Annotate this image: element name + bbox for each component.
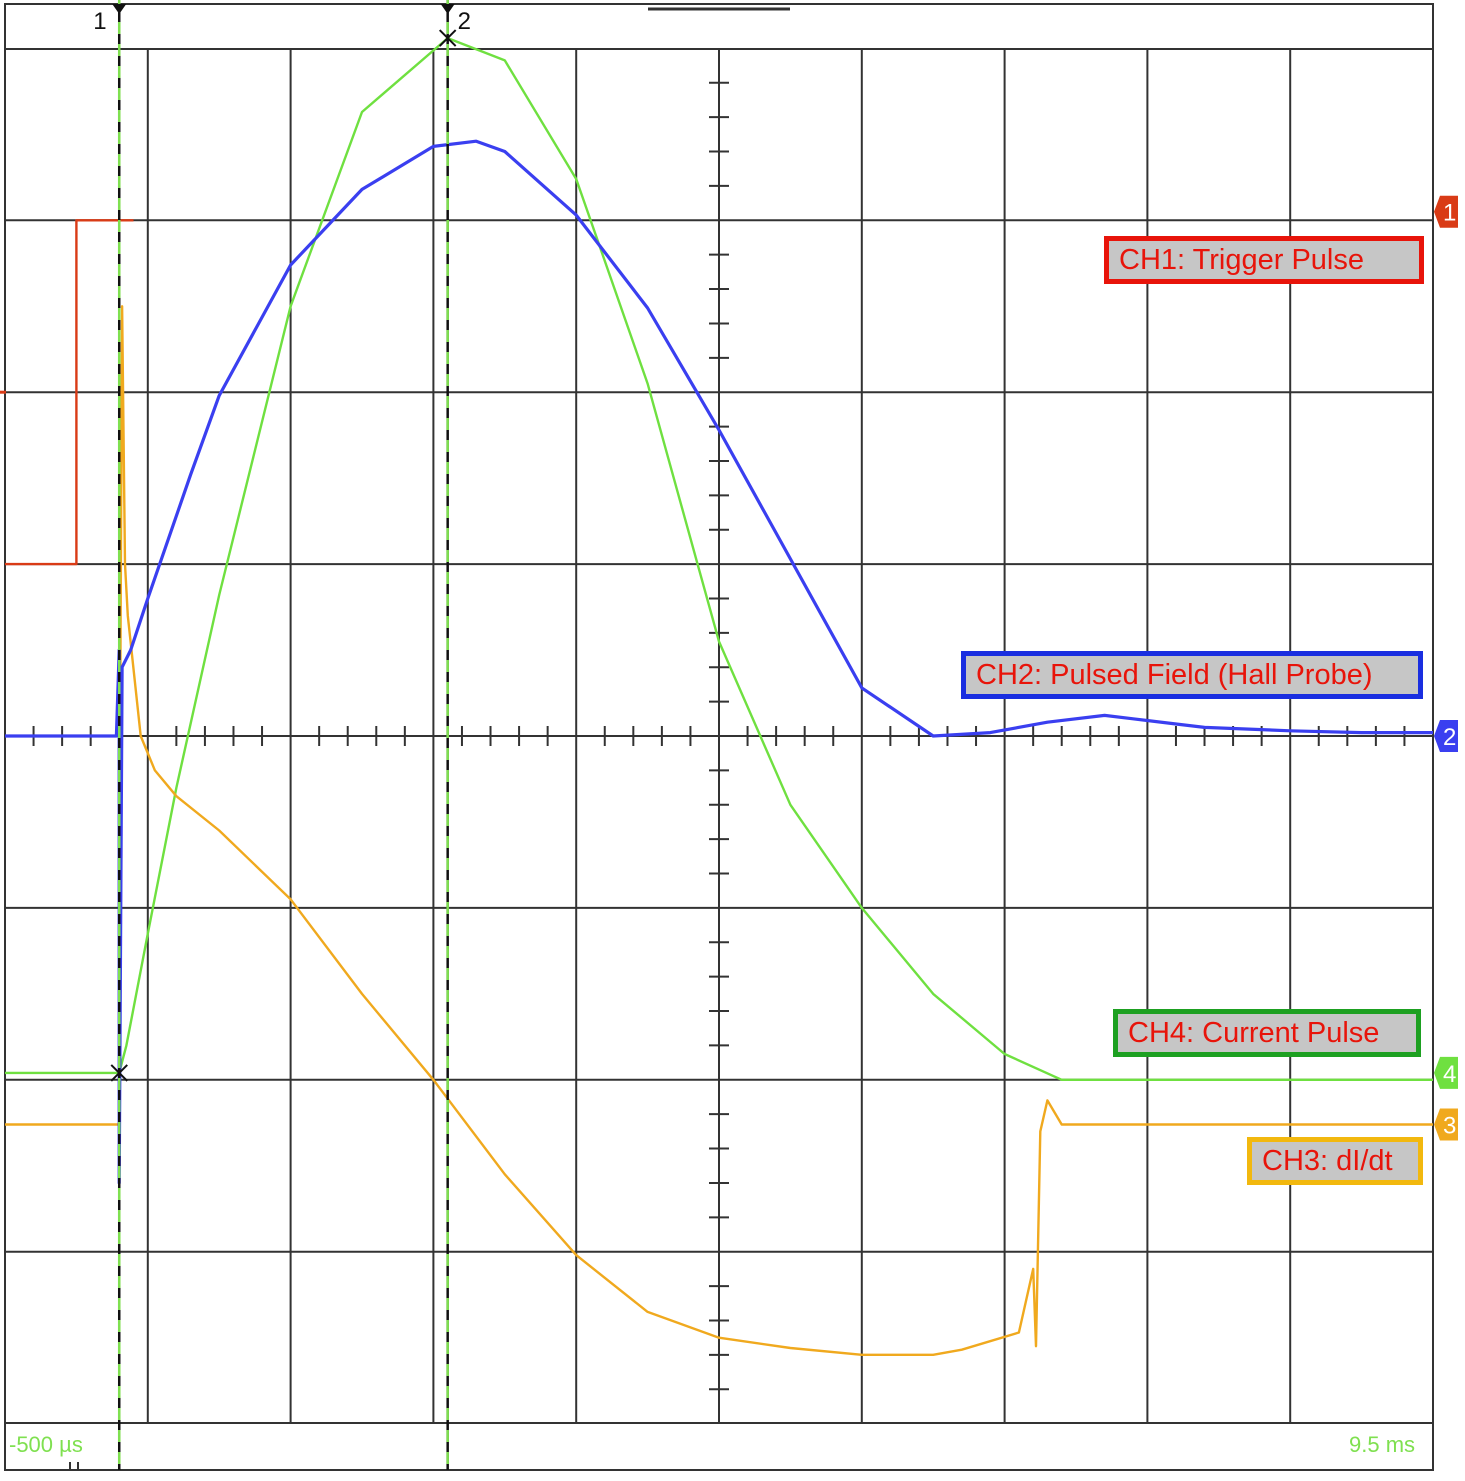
legend-ch3: CH3: dI/dt — [1247, 1137, 1423, 1185]
legend-ch1: CH1: Trigger Pulse — [1104, 236, 1424, 284]
time-start-label: -500 µs — [9, 1432, 83, 1457]
graticule — [4, 3, 1434, 1471]
channel-marker-3-label: 3 — [1443, 1112, 1456, 1139]
channel-marker-1 — [1434, 195, 1458, 228]
channel-marker-3 — [1434, 1108, 1458, 1141]
cursor-1-label: 1 — [93, 8, 106, 35]
channel-marker-1-label: 1 — [1443, 200, 1456, 227]
cursor-2-crossing-mark — [438, 29, 457, 47]
legend-ch4: CH4: Current Pulse — [1113, 1009, 1421, 1057]
channel-marker-4 — [1434, 1056, 1458, 1089]
cursor-2-triangle — [440, 4, 455, 14]
time-end-label: 9.5 ms — [1349, 1432, 1416, 1457]
series-ch3-trace — [5, 305, 1433, 1357]
cursor-1-triangle — [112, 4, 127, 14]
channel-marker-4-label: 4 — [1443, 1061, 1456, 1088]
channel-marker-2 — [1434, 720, 1458, 752]
channel-marker-2-label: 2 — [1443, 724, 1456, 751]
cursor-2-label: 2 — [458, 8, 471, 35]
series-ch4-trace — [5, 36, 1433, 1082]
series-ch2-trace — [5, 139, 1433, 1185]
series-ch1-trace — [5, 219, 134, 566]
traces — [5, 36, 1433, 1357]
legend-ch2: CH2: Pulsed Field (Hall Probe) — [961, 651, 1423, 699]
channel-markers: 1 2 3 4 — [0, 195, 1458, 1141]
cursor-1-crossing-mark — [110, 1064, 128, 1082]
